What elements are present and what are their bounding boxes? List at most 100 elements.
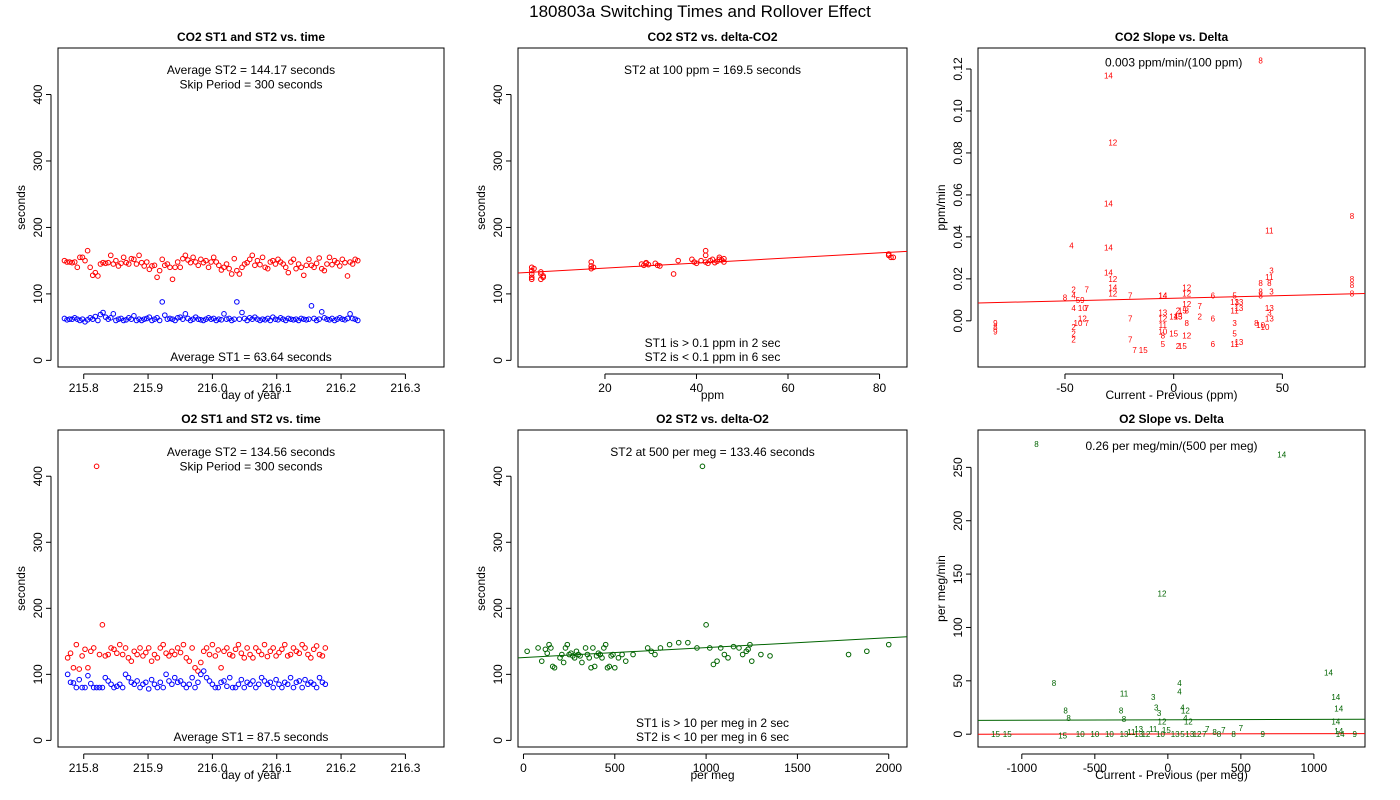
data-point [182, 311, 189, 317]
data-point [267, 648, 274, 655]
y-axis-label: seconds [14, 566, 28, 611]
point-label: 2 [1176, 306, 1181, 315]
data-point [336, 263, 343, 269]
data-point [111, 684, 117, 691]
y-tick-label: 0 [951, 731, 965, 738]
data-point [180, 641, 187, 648]
data-point [657, 645, 664, 651]
point-label: 11 [1230, 306, 1239, 315]
data-point [290, 684, 297, 691]
y-tick-label: 400 [31, 466, 45, 486]
annotation-text: Skip Period = 300 seconds [179, 78, 322, 92]
data-point [64, 317, 70, 323]
data-point [186, 658, 193, 664]
data-point [99, 622, 106, 628]
point-label: 7 [1128, 315, 1133, 324]
point-label: 7 [1221, 726, 1226, 735]
point-label: 8 [1267, 279, 1272, 288]
point-label: 10 [1158, 327, 1167, 336]
data-point [141, 263, 148, 269]
point-label: 7 [1202, 730, 1207, 739]
point-label: 14 [1334, 705, 1343, 714]
point-label: 13 [1120, 730, 1129, 739]
point-label: 8 [1258, 292, 1263, 301]
data-point [244, 645, 250, 651]
data-point [652, 651, 658, 658]
y-axis-label: ppm/min [934, 184, 948, 230]
data-point [110, 311, 117, 317]
point-label: 2 [1198, 313, 1203, 322]
annotation-text: ST1 is > 10 per meg in 2 sec [636, 716, 789, 730]
data-point [329, 261, 335, 268]
x-axis-label: Current - Previous (per meg) [1095, 768, 1248, 782]
point-label: 8 [1119, 707, 1124, 716]
data-point [560, 659, 567, 666]
data-point [316, 255, 322, 261]
data-point [354, 257, 361, 264]
data-point [318, 309, 325, 315]
data-point [198, 659, 204, 666]
data-point [107, 252, 114, 259]
point-label: 12 [1182, 290, 1191, 299]
y-tick-label: 200 [31, 217, 45, 237]
data-point [299, 641, 305, 648]
x-tick-label: 216.2 [326, 761, 356, 775]
data-point [253, 645, 259, 651]
data-point [174, 645, 181, 651]
point-label: 11 [1120, 690, 1129, 699]
fit-line [518, 636, 907, 659]
x-tick-label: 60 [781, 381, 795, 395]
data-point [739, 651, 746, 658]
data-point [259, 316, 266, 322]
annotation-text: ST2 at 100 ppm = 169.5 seconds [624, 63, 801, 77]
point-label: 5 [1076, 296, 1081, 305]
data-point [308, 303, 315, 309]
data-point [287, 674, 294, 681]
point-label: 3 [1151, 693, 1156, 702]
data-point [528, 271, 535, 277]
data-point [235, 641, 242, 648]
data-point [228, 271, 235, 277]
data-point [218, 317, 225, 323]
x-axis-label: day of year [221, 768, 280, 782]
y-tick-label: 200 [491, 598, 505, 618]
data-point [169, 681, 175, 688]
data-point [282, 264, 289, 271]
data-point [145, 686, 152, 692]
data-point [226, 651, 233, 658]
data-point [322, 645, 329, 651]
y-tick-label: 400 [31, 84, 45, 104]
data-point [74, 264, 81, 271]
data-point [163, 671, 169, 678]
data-point [308, 655, 314, 661]
data-point [134, 651, 140, 658]
data-point [102, 653, 109, 659]
data-point [223, 261, 230, 267]
point-label: 7 [1198, 302, 1203, 311]
data-point [296, 650, 303, 657]
data-point [157, 645, 164, 651]
y-axis-label: seconds [14, 185, 28, 230]
data-point [180, 316, 186, 322]
data-point [313, 643, 320, 649]
data-point [273, 676, 279, 683]
data-point [267, 679, 274, 686]
data-point [224, 645, 230, 651]
data-point [221, 648, 227, 655]
point-label: 13 [1174, 313, 1183, 322]
data-point [538, 658, 545, 664]
data-point [551, 664, 558, 671]
data-point [216, 316, 222, 322]
point-label: 7 [1084, 319, 1089, 328]
data-point [69, 259, 75, 266]
point-label: 12 [1158, 589, 1167, 598]
data-point [619, 651, 625, 658]
data-point [748, 658, 755, 664]
point-label: 4 [1069, 241, 1074, 250]
plot-frame [977, 47, 1366, 368]
fit-line [978, 733, 1365, 735]
point-label: 14 [1169, 313, 1178, 322]
data-point [183, 684, 190, 691]
data-point [105, 259, 111, 266]
point-label: 2 [1071, 323, 1076, 332]
